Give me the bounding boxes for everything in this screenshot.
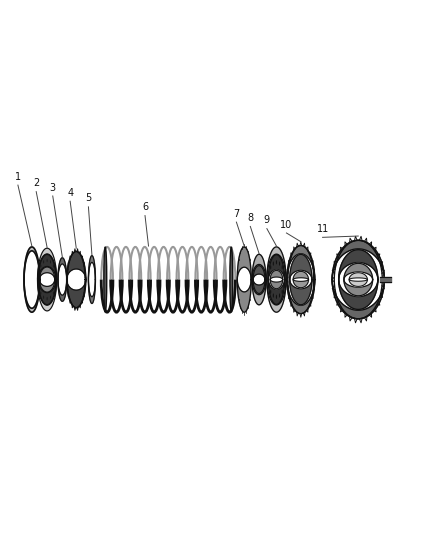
Text: 6: 6 bbox=[142, 202, 148, 212]
Ellipse shape bbox=[40, 264, 41, 268]
Ellipse shape bbox=[50, 260, 51, 264]
Ellipse shape bbox=[282, 265, 283, 270]
Text: 9: 9 bbox=[264, 215, 270, 225]
Ellipse shape bbox=[40, 292, 41, 295]
Polygon shape bbox=[58, 258, 67, 301]
Text: 7: 7 bbox=[233, 208, 240, 219]
Polygon shape bbox=[344, 263, 373, 296]
Polygon shape bbox=[237, 247, 251, 312]
Polygon shape bbox=[38, 254, 56, 305]
Polygon shape bbox=[253, 265, 265, 294]
Polygon shape bbox=[293, 271, 308, 288]
Ellipse shape bbox=[53, 292, 54, 295]
Ellipse shape bbox=[268, 271, 269, 275]
Ellipse shape bbox=[270, 289, 271, 294]
Ellipse shape bbox=[283, 271, 285, 275]
Ellipse shape bbox=[283, 284, 285, 288]
Ellipse shape bbox=[55, 285, 56, 288]
Polygon shape bbox=[267, 247, 286, 312]
Ellipse shape bbox=[284, 277, 285, 282]
Ellipse shape bbox=[53, 264, 54, 268]
Polygon shape bbox=[290, 254, 312, 305]
Ellipse shape bbox=[276, 260, 277, 264]
Polygon shape bbox=[349, 273, 367, 286]
Ellipse shape bbox=[268, 277, 269, 282]
Ellipse shape bbox=[268, 284, 269, 288]
Ellipse shape bbox=[279, 293, 280, 298]
Ellipse shape bbox=[230, 247, 233, 312]
Text: 10: 10 bbox=[280, 220, 293, 230]
Ellipse shape bbox=[55, 271, 56, 274]
Text: 3: 3 bbox=[49, 182, 56, 192]
Polygon shape bbox=[67, 252, 86, 308]
Polygon shape bbox=[88, 256, 95, 303]
Ellipse shape bbox=[43, 295, 44, 299]
Polygon shape bbox=[39, 267, 55, 292]
Polygon shape bbox=[38, 248, 57, 311]
Text: 8: 8 bbox=[247, 213, 254, 223]
Polygon shape bbox=[287, 246, 315, 313]
Polygon shape bbox=[339, 249, 378, 310]
Polygon shape bbox=[24, 247, 40, 312]
Polygon shape bbox=[332, 240, 385, 319]
Ellipse shape bbox=[273, 293, 274, 298]
Ellipse shape bbox=[38, 278, 39, 281]
Ellipse shape bbox=[279, 261, 280, 266]
Text: 2: 2 bbox=[33, 178, 39, 188]
Ellipse shape bbox=[43, 260, 44, 264]
Ellipse shape bbox=[270, 265, 271, 270]
Ellipse shape bbox=[282, 289, 283, 294]
Ellipse shape bbox=[276, 295, 277, 299]
Text: 5: 5 bbox=[85, 193, 92, 204]
Polygon shape bbox=[252, 254, 266, 305]
Polygon shape bbox=[270, 270, 283, 289]
Ellipse shape bbox=[50, 295, 51, 299]
Text: 4: 4 bbox=[67, 188, 73, 198]
Ellipse shape bbox=[104, 247, 107, 312]
Polygon shape bbox=[268, 255, 285, 304]
Text: 11: 11 bbox=[317, 224, 328, 234]
Text: 1: 1 bbox=[15, 172, 21, 182]
Ellipse shape bbox=[273, 261, 274, 266]
